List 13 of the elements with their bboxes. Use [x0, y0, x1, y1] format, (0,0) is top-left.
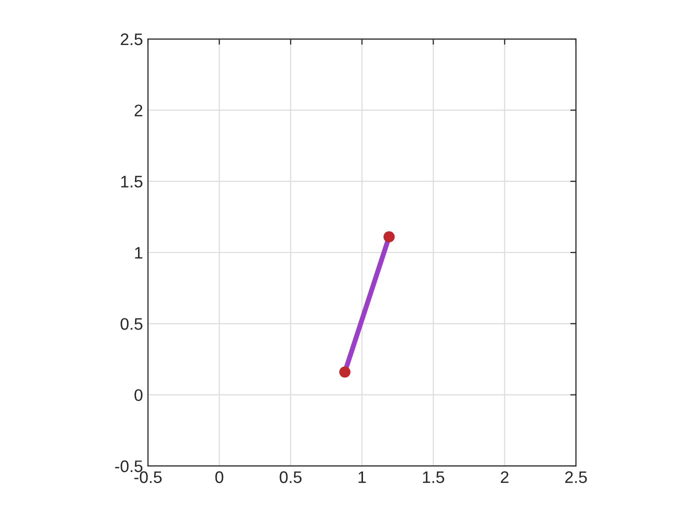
x-tick-label: 2	[500, 471, 508, 483]
x-tick-label: 2.5	[565, 471, 587, 484]
x-tick-label: 0	[215, 471, 224, 484]
y-tick-label: 2.5	[120, 33, 142, 46]
y-tick-label: 1.5	[121, 176, 142, 188]
y-tick-label: -0.5	[115, 460, 142, 472]
x-tick-label: 1	[358, 471, 366, 483]
x-tick-label: 1.5	[422, 471, 444, 484]
y-tick-label: 0.5	[120, 318, 142, 330]
y-tick-label: 0	[134, 389, 142, 402]
y-tick-label: 2	[134, 104, 142, 116]
y-tick-label: 1	[135, 247, 142, 259]
x-tick-label: 0.5	[280, 471, 302, 484]
